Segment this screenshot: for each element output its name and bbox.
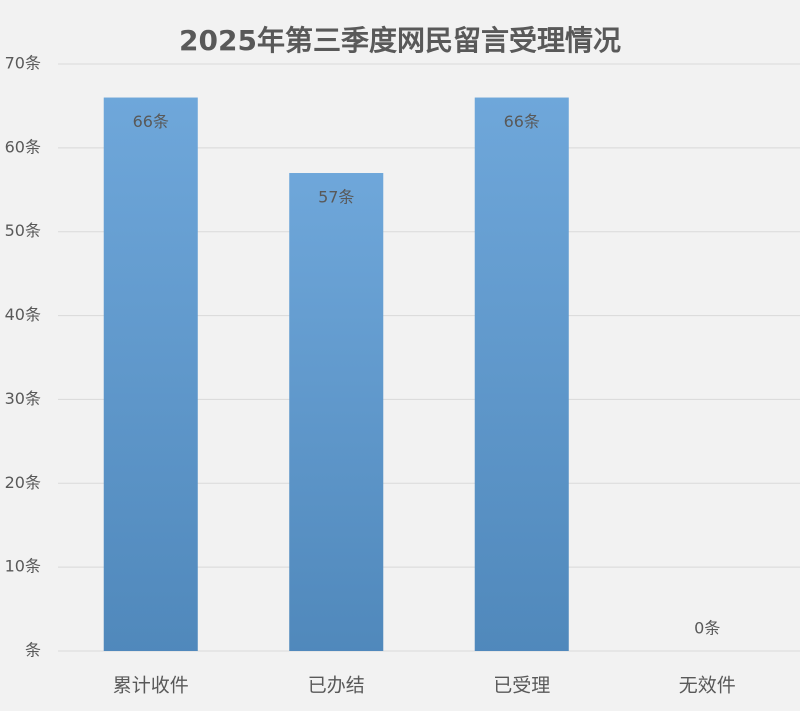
value-label: 0条	[694, 619, 720, 638]
chart-title: 2025年第三季度网民留言受理情况	[179, 24, 621, 57]
bar	[474, 97, 569, 652]
value-label: 66条	[504, 112, 540, 131]
value-label: 57条	[318, 188, 354, 207]
value-label: 66条	[133, 112, 169, 131]
y-tick-label: 30条	[5, 389, 41, 408]
x-tick-label: 已受理	[493, 675, 550, 697]
y-tick-label: 20条	[5, 473, 41, 492]
y-tick-label: 40条	[5, 305, 41, 324]
y-tick-label: 60条	[5, 137, 41, 156]
x-tick-label: 无效件	[679, 675, 736, 697]
bar	[103, 97, 198, 652]
y-tick-label: 条	[25, 641, 41, 660]
x-tick-label: 已办结	[308, 675, 365, 697]
bar	[289, 173, 384, 651]
y-tick-label: 10条	[5, 557, 41, 576]
x-tick-label: 累计收件	[113, 675, 189, 697]
y-tick-label: 70条	[5, 54, 41, 73]
y-tick-label: 50条	[5, 221, 41, 240]
